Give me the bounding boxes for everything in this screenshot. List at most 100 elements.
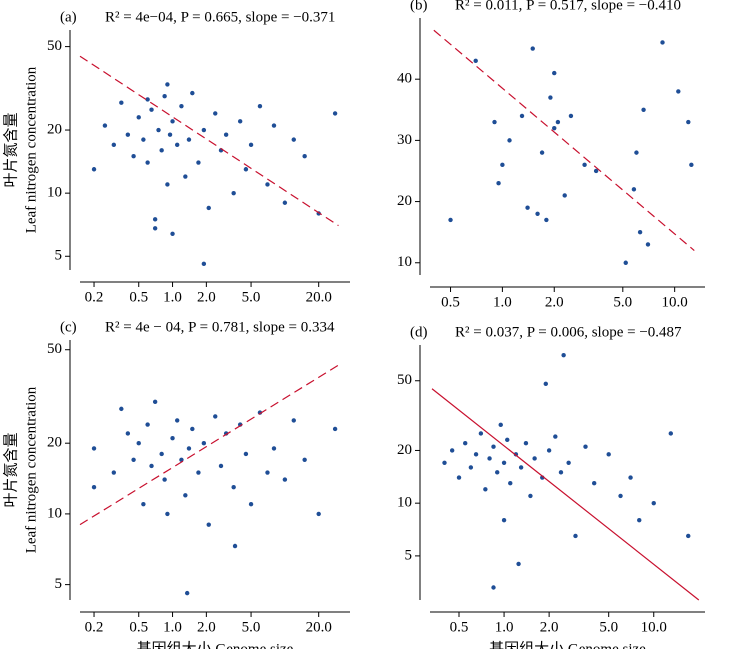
point	[190, 90, 195, 96]
point	[498, 422, 503, 428]
point	[231, 484, 236, 490]
point	[539, 150, 545, 155]
x-tick-label: 0.5	[129, 289, 148, 305]
point	[528, 493, 533, 499]
x-tick-label: 10.0	[662, 294, 688, 310]
point	[111, 470, 117, 475]
y-tick-label: 50	[47, 38, 62, 54]
point	[487, 456, 492, 461]
y-tick-label: 5	[55, 576, 63, 592]
point	[201, 127, 207, 133]
x-tick-label: 5.0	[599, 619, 618, 635]
y-tick-label: 10	[47, 505, 62, 521]
point	[125, 431, 131, 436]
point	[548, 95, 553, 100]
panel-label: (a)	[60, 9, 77, 25]
x-tick-label: 20.0	[306, 619, 332, 635]
point	[637, 229, 643, 235]
point	[491, 585, 496, 590]
x-tick-label: 2.0	[545, 294, 564, 310]
point	[102, 123, 108, 128]
point	[206, 205, 211, 211]
point	[141, 501, 146, 507]
point	[282, 200, 288, 205]
point	[201, 440, 207, 446]
point	[519, 113, 525, 119]
x-axis-label: 基因组大小 Genome size	[489, 640, 646, 649]
panel-label: (d)	[410, 324, 428, 340]
x-tick-label: 0.5	[441, 294, 460, 310]
point	[237, 119, 243, 124]
point	[668, 431, 674, 436]
y-axis-label: Leaf nitrogen concentration	[23, 66, 39, 233]
point	[553, 434, 558, 439]
point	[631, 187, 637, 192]
point	[141, 137, 146, 142]
point	[184, 590, 190, 596]
point	[543, 381, 548, 387]
point	[583, 444, 588, 449]
point	[152, 399, 158, 405]
point	[456, 475, 462, 480]
point	[131, 457, 136, 462]
y-tick-label: 50	[397, 372, 412, 388]
point	[505, 437, 510, 443]
point	[562, 193, 567, 198]
point	[316, 511, 321, 517]
point	[145, 160, 150, 165]
point	[125, 132, 131, 137]
point	[213, 111, 218, 116]
point	[165, 511, 170, 517]
point	[223, 132, 229, 137]
point	[152, 226, 158, 231]
point	[448, 217, 453, 223]
point	[501, 460, 507, 466]
point	[634, 150, 639, 155]
point	[332, 111, 338, 116]
point	[606, 452, 611, 457]
y-tick-label: 10	[47, 185, 62, 201]
point	[119, 406, 124, 412]
point	[232, 543, 238, 549]
point	[165, 182, 170, 187]
panel-label: (b)	[410, 0, 428, 13]
point	[492, 119, 497, 125]
point	[516, 561, 521, 567]
point	[196, 470, 201, 475]
point	[265, 470, 270, 475]
x-tick-label: 1.0	[163, 619, 182, 635]
fit-line	[433, 29, 695, 251]
y-tick-label: 20	[397, 442, 412, 458]
point	[495, 470, 500, 475]
point	[523, 440, 529, 446]
x-tick-label: 1.0	[163, 289, 182, 305]
point	[183, 493, 188, 498]
point	[149, 107, 154, 112]
annotation: R² = 4e − 04, P = 0.781, slope = 0.334	[105, 319, 335, 335]
point	[159, 148, 164, 153]
point	[660, 40, 665, 45]
point	[162, 94, 167, 99]
point	[149, 463, 154, 469]
point	[473, 452, 479, 457]
point	[156, 127, 161, 133]
point	[641, 107, 646, 112]
point	[555, 119, 561, 125]
x-tick-label: 0.5	[450, 619, 469, 635]
y-tick-label: 5	[405, 547, 413, 563]
point	[170, 119, 175, 124]
point	[231, 190, 236, 196]
annotation: R² = 0.037, P = 0.006, slope = −0.487	[455, 324, 682, 340]
y-tick-label: 20	[47, 121, 62, 137]
point	[243, 167, 249, 172]
y-tick-label: 40	[397, 71, 412, 87]
point	[111, 142, 117, 148]
x-axis-label: 基因组大小 Genome size	[137, 640, 294, 649]
point	[651, 500, 656, 506]
point	[689, 162, 694, 168]
point	[131, 154, 136, 159]
annotation: R² = 0.011, P = 0.517, slope = −0.410	[455, 0, 681, 13]
point	[478, 431, 484, 436]
point	[561, 352, 566, 358]
point	[291, 137, 296, 142]
